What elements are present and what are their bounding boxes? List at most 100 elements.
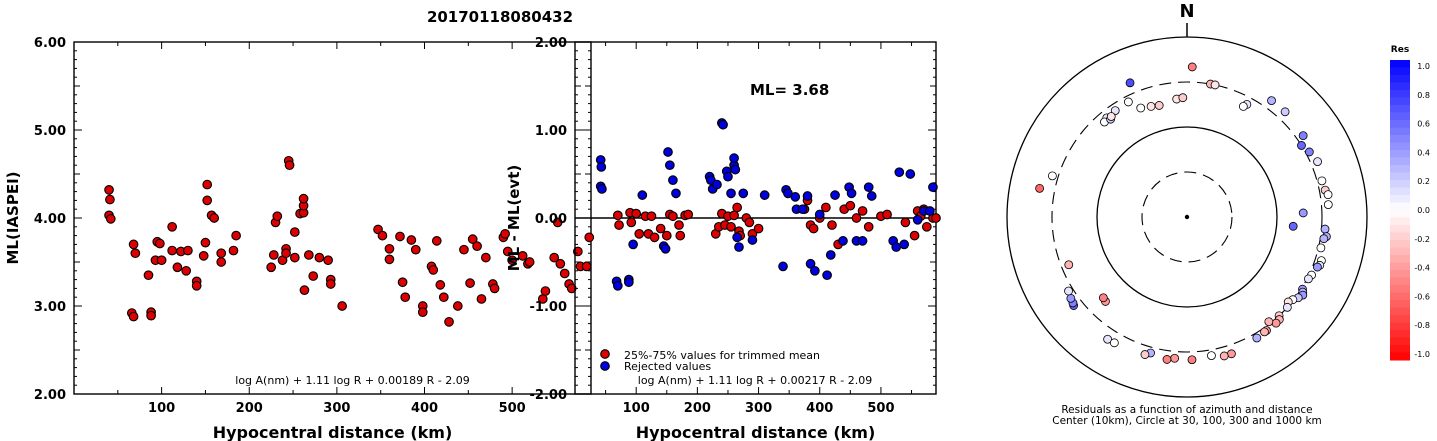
colorbar-tick-label: -0.4	[1414, 264, 1430, 273]
colorbar-segment	[1390, 315, 1410, 323]
ml-data-point	[428, 265, 439, 275]
station-residual-marker	[1280, 107, 1290, 117]
colorbar-segment	[1390, 352, 1410, 361]
ml-data-point	[337, 301, 347, 311]
ml-data-point	[130, 248, 141, 259]
ml-data-point	[202, 179, 213, 190]
ml-data-point	[489, 283, 500, 294]
ml-data-point	[216, 248, 227, 259]
colorbar-segment	[1390, 187, 1410, 196]
station-residual-marker	[1106, 112, 1116, 121]
colorbar-segment	[1390, 300, 1410, 308]
colorbar-segment	[1390, 105, 1410, 113]
polar-caption-line1: Residuals as a function of azimuth and d…	[1061, 404, 1312, 416]
colorbar-segment	[1390, 112, 1410, 121]
colorbar-segment	[1390, 150, 1410, 158]
ml-value-annotation: ML= 3.68	[750, 81, 829, 99]
ml-data-point	[308, 271, 319, 281]
colorbar-segment	[1390, 322, 1410, 331]
res-blue-point	[846, 188, 857, 199]
ml-x-tick-label: 200	[236, 401, 263, 416]
res-red-point	[726, 221, 736, 232]
res-red-point	[634, 228, 645, 239]
res-blue-point	[928, 182, 938, 193]
station-residual-marker	[1319, 234, 1329, 244]
ml-data-point	[266, 262, 277, 273]
ml-data-point	[156, 255, 167, 266]
res-blue-point	[734, 242, 744, 252]
res-red-point	[851, 213, 862, 223]
colorbar-tick-label: 0.0	[1417, 206, 1430, 215]
ml-data-point	[581, 261, 592, 272]
station-residual-marker	[1035, 183, 1045, 193]
ml-y-tick-label: 3.00	[34, 300, 66, 315]
res-blue-point	[637, 190, 648, 200]
ml-data-point	[209, 213, 220, 223]
res-y-axis-label: ML - ML(evt)	[505, 165, 523, 271]
ml-data-point	[231, 230, 241, 241]
station-residual-marker	[1298, 208, 1308, 218]
ml-data-point	[183, 245, 193, 256]
colorbar-tick-label: -0.6	[1414, 292, 1430, 301]
ml-data-point	[431, 236, 442, 246]
station-residual-marker	[1267, 96, 1276, 106]
colorbar-segment	[1390, 345, 1410, 353]
res-blue-point	[814, 209, 825, 220]
legend-blue-marker	[600, 361, 610, 371]
res-red-point	[661, 230, 672, 241]
res-red-point	[857, 206, 868, 216]
res-x-tick-label: 500	[867, 401, 894, 416]
ml-data-point	[452, 301, 463, 311]
res-red-point	[863, 221, 874, 232]
res-red-point	[626, 217, 637, 228]
station-residual-marker	[1178, 93, 1188, 103]
station-residual-marker	[1162, 355, 1172, 364]
ml-x-tick-label: 500	[499, 401, 526, 416]
res-x-tick-label: 400	[806, 401, 833, 416]
colorbar-segment	[1390, 217, 1410, 226]
colorbar-segment	[1390, 127, 1410, 136]
colorbar-segment	[1390, 232, 1410, 241]
station-residual-marker	[1252, 333, 1262, 343]
station-residual-marker	[1187, 62, 1197, 72]
res-blue-point	[822, 270, 832, 281]
station-residual-marker	[1064, 286, 1073, 296]
ml-data-point	[298, 193, 309, 204]
station-residual-marker	[1187, 355, 1197, 365]
ml-data-point	[417, 307, 428, 318]
station-residual-marker	[1313, 262, 1322, 272]
colorbar-segment	[1390, 292, 1410, 301]
res-red-point	[753, 223, 764, 234]
polar-caption-line2: Center (10km), Circle at 30, 100, 300 an…	[1052, 415, 1322, 427]
res-blue-point	[825, 250, 836, 260]
ml-data-point	[397, 277, 408, 288]
ml-data-point	[384, 254, 395, 265]
station-residual-marker	[1303, 274, 1313, 284]
ml-data-point	[289, 227, 300, 237]
colorbar-segment	[1390, 270, 1410, 278]
ml-data-point	[128, 311, 139, 322]
res-blue-point	[759, 190, 770, 200]
ml-data-point	[105, 194, 115, 205]
res-blue-point	[863, 182, 874, 193]
ml-y-axis-label: ML(IASPEI)	[4, 171, 22, 264]
station-residual-marker	[1320, 224, 1330, 234]
ml-data-point	[167, 221, 177, 232]
ml-data-point	[500, 228, 510, 239]
ml-data-point	[444, 316, 454, 327]
res-red-point	[614, 220, 624, 230]
ml-data-point	[268, 250, 279, 260]
res-blue-point	[663, 147, 673, 157]
station-residual-marker	[1313, 157, 1322, 166]
ml-data-point	[507, 255, 517, 266]
colorbar-segment	[1390, 142, 1410, 151]
res-blue-point	[894, 167, 905, 178]
legend-red-marker	[600, 349, 610, 359]
ml-x-tick-label: 100	[148, 401, 175, 416]
colorbar-segment	[1390, 285, 1410, 293]
res-blue-point	[830, 190, 840, 200]
res-blue-point	[891, 242, 902, 252]
ml-data-point	[289, 252, 300, 263]
res-blue-point	[712, 179, 722, 190]
ml-data-point	[438, 292, 449, 303]
